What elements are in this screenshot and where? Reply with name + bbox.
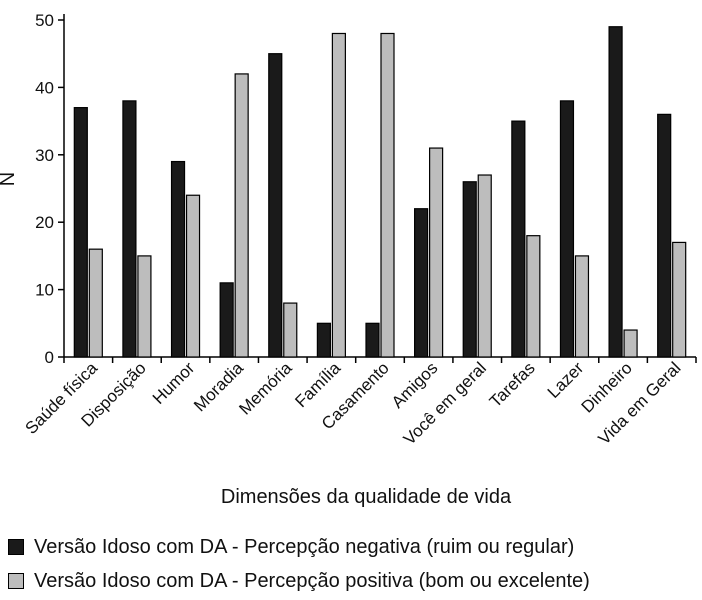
legend-label-negative: Versão Idoso com DA - Percepção negativa…: [34, 535, 575, 558]
legend-item-positive: Versão Idoso com DA - Percepção positiva…: [8, 564, 590, 598]
y-axis-title: N: [0, 172, 19, 186]
bar-positive: [137, 255, 152, 358]
bar-negative: [73, 107, 88, 358]
y-tick-label: 30: [35, 146, 54, 165]
bar-positive: [283, 302, 298, 358]
bar-negative: [511, 120, 526, 358]
legend-label-positive: Versão Idoso com DA - Percepção positiva…: [34, 569, 590, 592]
legend: Versão Idoso com DA - Percepção negativa…: [8, 530, 590, 598]
bar-positive: [234, 73, 249, 358]
x-tick-label: Tarefas: [486, 358, 539, 411]
bar-negative: [268, 53, 283, 358]
bar-positive: [672, 241, 687, 358]
bar-negative: [219, 282, 234, 358]
x-tick-label: Memória: [235, 358, 296, 419]
bar-positive: [477, 174, 492, 358]
bar-negative: [559, 100, 575, 358]
x-axis: [63, 356, 697, 363]
legend-item-negative: Versão Idoso com DA - Percepção negativa…: [8, 530, 590, 564]
y-axis: 0 10 20 30 40 50: [35, 11, 65, 367]
legend-swatch-positive: [8, 573, 24, 589]
bar-negative: [170, 160, 186, 358]
bar-positive: [88, 248, 103, 358]
legend-swatch-negative: [8, 539, 24, 555]
bar-positive: [185, 194, 201, 358]
y-tick-label: 10: [35, 281, 54, 300]
bar-negative: [316, 322, 331, 358]
bar-positive: [380, 32, 395, 358]
bar-positive: [574, 255, 590, 358]
y-tick-label: 50: [35, 11, 54, 30]
bar-negative: [608, 26, 623, 358]
bar-positive: [429, 147, 444, 358]
bar-positive: [623, 329, 638, 358]
bar-negative: [657, 113, 672, 358]
bar-negative: [462, 181, 477, 358]
bar-positive: [526, 235, 541, 358]
x-tick-label: Lazer: [544, 358, 588, 402]
bar-negative: [122, 100, 137, 358]
y-tick-label: 0: [45, 348, 54, 367]
bar-negative: [365, 322, 380, 358]
x-axis-title: Dimensões da qualidade de vida: [221, 486, 512, 508]
bars: [73, 26, 687, 358]
y-tick-label: 40: [35, 78, 54, 97]
bar-negative: [414, 208, 429, 358]
bar-positive: [331, 32, 346, 358]
y-tick-label: 20: [35, 213, 54, 232]
